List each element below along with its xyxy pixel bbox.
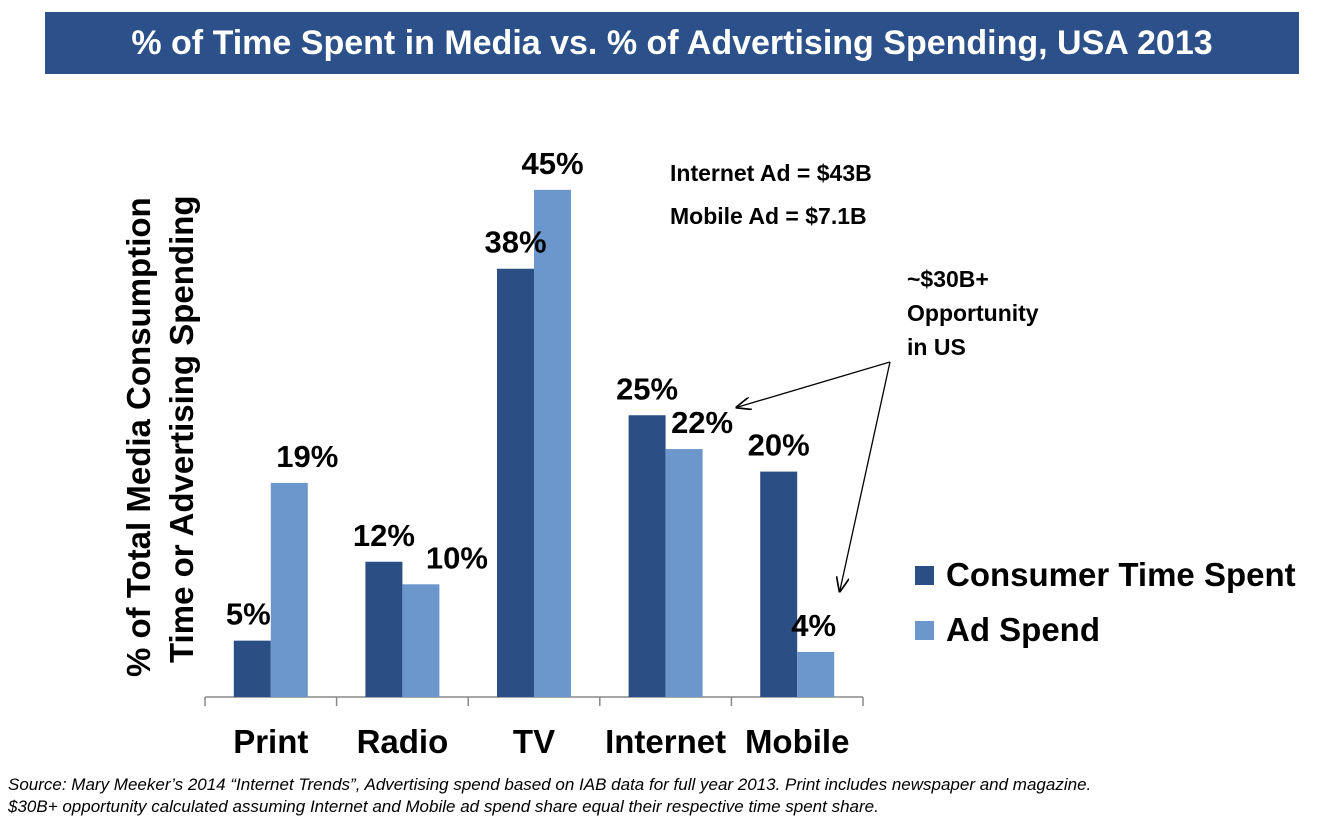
opportunity-line2: Opportunity [907, 300, 1039, 326]
legend-swatch-time-spent [915, 565, 934, 585]
bar-mobile-time-spent [760, 471, 798, 697]
bar-tv-time-spent [497, 268, 534, 697]
x-tick-label-print: Print [233, 723, 308, 760]
legend-item-time-spent: Consumer Time Spent [915, 556, 1296, 594]
internet-ad-annotation: Internet Ad = $43B [670, 160, 872, 186]
bar-tv-ad-spend [534, 189, 571, 697]
legend-swatch-ad-spend [915, 620, 934, 640]
chart-title: % of Time Spent in Media vs. % of Advert… [45, 12, 1299, 74]
bar-radio-time-spent [365, 561, 403, 697]
data-label-radio-ad-spend: 10% [426, 540, 488, 575]
data-label-radio-time-spent: 12% [353, 518, 415, 553]
bar-radio-ad-spend [402, 584, 440, 697]
data-label-mobile-time-spent: 20% [748, 428, 810, 463]
bar-internet-ad-spend [665, 449, 703, 697]
opportunity-arrow-internet [738, 361, 891, 407]
mobile-ad-annotation: Mobile Ad = $7.1B [670, 203, 867, 229]
opportunity-line3: in US [907, 334, 966, 360]
data-label-tv-ad-spend: 45% [521, 146, 583, 181]
bar-print-ad-spend [270, 482, 308, 697]
x-tick-label-mobile: Mobile [745, 723, 850, 760]
legend-label-ad-spend: Ad Spend [946, 611, 1100, 648]
bar-mobile-ad-spend [797, 651, 835, 697]
legend-label-time-spent: Consumer Time Spent [946, 556, 1296, 593]
source-line-1: Source: Mary Meeker’s 2014 “Internet Tre… [8, 775, 1092, 794]
data-label-print-time-spent: 5% [226, 597, 271, 632]
legend-item-ad-spend: Ad Spend [915, 611, 1100, 649]
data-label-internet-time-spent: 25% [616, 371, 678, 406]
data-label-internet-ad-spend: 22% [671, 405, 733, 440]
bar-internet-time-spent [628, 415, 666, 697]
source-note: Source: Mary Meeker’s 2014 “Internet Tre… [8, 774, 1328, 818]
x-tick-label-radio: Radio [357, 723, 449, 760]
opportunity-line1: ~$30B+ [907, 266, 989, 292]
data-label-tv-time-spent: 38% [484, 225, 546, 260]
data-label-mobile-ad-spend: 4% [791, 608, 836, 643]
opportunity-arrow-mobile [840, 361, 891, 590]
x-tick-label-internet: Internet [605, 723, 726, 760]
source-line-2: $30B+ opportunity calculated assuming In… [8, 797, 879, 816]
bar-print-time-spent [233, 640, 271, 697]
data-label-print-ad-spend: 19% [276, 439, 338, 474]
x-tick-label-tv: TV [513, 723, 555, 760]
opportunity-annotation: ~$30B+ Opportunity in US [907, 262, 1039, 364]
